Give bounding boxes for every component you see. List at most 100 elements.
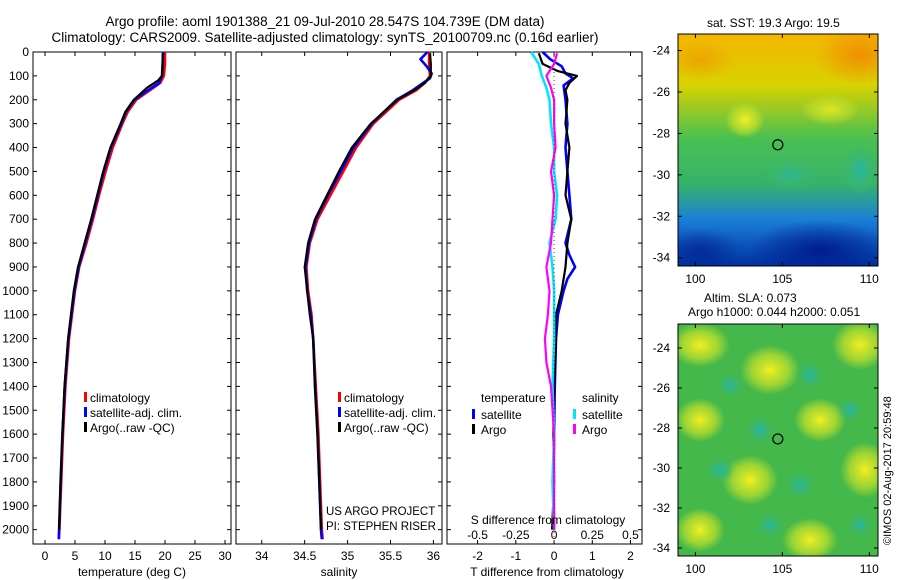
series-line-satellite xyxy=(57,51,165,540)
sst-map-frame xyxy=(677,33,879,267)
legend-swatch xyxy=(338,407,341,417)
map-x-tick-label: 105 xyxy=(772,272,792,286)
argo-location-marker xyxy=(772,433,784,445)
map-y-tick-label: -32 xyxy=(653,501,671,515)
y-tick-label: 800 xyxy=(9,236,29,250)
y-tick-label: 1900 xyxy=(2,499,29,513)
difference-panel-frame xyxy=(446,51,643,545)
series-line-s-satellite xyxy=(530,51,559,530)
map-x-tick-label: 100 xyxy=(685,562,705,576)
y-tick-label: 0 xyxy=(22,45,29,59)
s-tick-label: 0 xyxy=(551,528,558,542)
y-tick-label: 1600 xyxy=(2,427,29,441)
map-x-tick-label: 110 xyxy=(860,272,879,286)
x-tick-label: 20 xyxy=(158,549,172,563)
x-tick-label: 36 xyxy=(427,549,441,563)
sst-map-axes: -24 -26 -28 -30 -32 -34 100 105 110 xyxy=(653,34,879,286)
sla-map-title: Altim. SLA: 0.073 xyxy=(704,291,797,305)
salinity-panel-frame xyxy=(235,51,443,545)
legend-label: satellite xyxy=(481,408,522,422)
legend-swatch xyxy=(84,422,87,432)
x-tick-label: 35.5 xyxy=(379,549,403,563)
legend-label: satellite-adj. clim. xyxy=(344,406,436,420)
y-tick-label: 300 xyxy=(9,117,29,131)
legend-label: climatology xyxy=(344,391,404,405)
pi-label: PI: STEPHEN RISER xyxy=(326,521,436,533)
legend-swatch xyxy=(573,424,576,434)
x-tick-label: -2 xyxy=(472,549,483,563)
s-axis-label: S difference from climatology xyxy=(471,513,626,527)
series-line-argo xyxy=(303,53,432,530)
legend-title-salinity: salinity xyxy=(582,391,619,405)
legend-swatch xyxy=(84,407,87,417)
series-line-s-argo xyxy=(543,52,559,530)
project-label: US ARGO PROJECT xyxy=(326,506,436,518)
temperature-panel-frame xyxy=(32,51,232,545)
sla-map-title2: Argo h1000: 0.044 h2000: 0.051 xyxy=(688,305,861,319)
x-tick-label: 0 xyxy=(42,549,49,563)
x-tick-label: 25 xyxy=(188,549,202,563)
y-tick-label: 700 xyxy=(9,212,29,226)
x-tick-label: 5 xyxy=(72,549,79,563)
legend-swatch xyxy=(573,409,576,419)
x-axis-label: T difference from climatology xyxy=(470,565,624,579)
map-y-tick-label: -34 xyxy=(653,251,671,265)
x-tick-label: 35 xyxy=(341,549,355,563)
legend-label: satellite-adj. clim. xyxy=(90,406,182,420)
argo-location-marker xyxy=(772,139,784,151)
y-tick-label: 1500 xyxy=(2,403,29,417)
salinity-chart: 34 34.5 35 35.5 36 salinity climatologysatelli… xyxy=(236,51,442,579)
y-tick-label: 1700 xyxy=(2,451,29,465)
map-y-tick-label: -28 xyxy=(653,126,671,140)
x-tick-label: 34.5 xyxy=(293,549,317,563)
legend-label: Argo(..raw -QC) xyxy=(344,421,429,435)
legend-label: climatology xyxy=(90,391,150,405)
difference-chart: -2 -1 0 1 2 -0.5 -0.25 0 0.25 0.5S difference fro… xyxy=(447,51,642,579)
map-y-tick-label: -26 xyxy=(653,381,671,395)
map-y-tick-label: -24 xyxy=(653,44,671,58)
legend-swatch xyxy=(338,422,341,432)
legend-swatch xyxy=(84,392,87,402)
figure-title-line1: Argo profile: aoml 1901388_21 09-Jul-201… xyxy=(105,14,545,29)
map-y-tick-label: -30 xyxy=(653,461,671,475)
sst-map-image xyxy=(678,34,878,266)
y-tick-label: 1100 xyxy=(3,308,29,322)
legend-swatch xyxy=(472,424,475,434)
s-tick-label: 0.25 xyxy=(581,528,605,542)
x-tick-label: 10 xyxy=(98,549,112,563)
x-tick-label: 1 xyxy=(589,549,596,563)
y-tick-label: 600 xyxy=(9,188,29,202)
legend-label: Argo(..raw -QC) xyxy=(90,421,175,435)
figure-title-line2: Climatology: CARS2009. Satellite-adjuste… xyxy=(51,30,599,45)
sla-map-image xyxy=(678,324,878,556)
map-y-tick-label: -34 xyxy=(653,541,671,555)
sla-map-axes: -24 -26 -28 -30 -32 -34 100 105 110 xyxy=(653,324,879,576)
y-tick-label: 2000 xyxy=(2,523,29,537)
map-x-tick-label: 105 xyxy=(772,562,792,576)
x-tick-label: 30 xyxy=(218,549,232,563)
y-tick-label: 400 xyxy=(9,141,29,155)
y-tick-label: 1400 xyxy=(2,379,29,393)
legend-label: Argo xyxy=(481,423,507,437)
series-line-argo xyxy=(58,53,164,530)
legend-label: Argo xyxy=(582,423,608,437)
map-y-tick-label: -32 xyxy=(653,209,671,223)
y-tick-label: 1000 xyxy=(2,284,29,298)
s-tick-label: 0.5 xyxy=(622,528,639,542)
temperature-chart: 0100200300400500600700800900100011001200… xyxy=(2,45,232,579)
series-line-t-argo xyxy=(537,52,579,530)
legend-swatch xyxy=(338,392,341,402)
x-axis-label: temperature (deg C) xyxy=(78,565,186,579)
map-y-tick-label: -24 xyxy=(653,341,671,355)
sst-map-title: sat. SST: 19.3 Argo: 19.5 xyxy=(707,16,840,30)
y-tick-label: 1200 xyxy=(2,332,29,346)
y-tick-label: 200 xyxy=(9,93,29,107)
x-tick-label: 34 xyxy=(255,549,269,563)
map-y-tick-label: -28 xyxy=(653,421,671,435)
y-tick-label: 500 xyxy=(9,164,29,178)
y-tick-label: 1300 xyxy=(2,355,29,369)
series-line-climatology xyxy=(305,52,432,540)
map-x-tick-label: 110 xyxy=(860,562,879,576)
s-tick-label: -0.25 xyxy=(502,528,530,542)
